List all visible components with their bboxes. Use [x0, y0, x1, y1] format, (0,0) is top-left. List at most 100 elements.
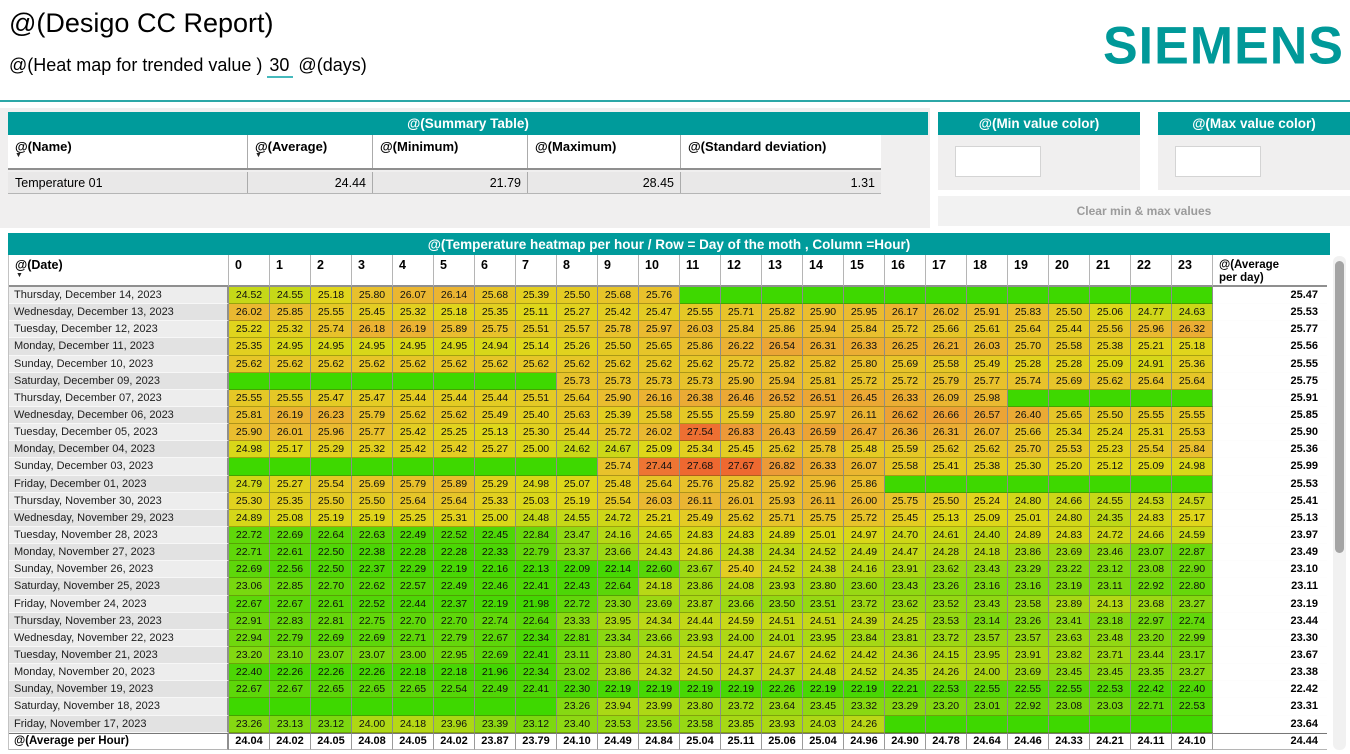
heatmap-cell: 23.85 — [721, 715, 762, 733]
heatmap-cell: 25.74 — [311, 321, 352, 339]
summary-col-average[interactable]: @(Average) ▼ — [248, 135, 373, 168]
heatmap-cell: 22.67 — [270, 681, 311, 699]
heatmap-col-hour-23[interactable]: 23 — [1172, 255, 1213, 287]
vertical-scrollbar-thumb[interactable] — [1335, 261, 1344, 553]
heatmap-col-hour-21[interactable]: 21 — [1090, 255, 1131, 287]
heatmap-cell: 25.69 — [885, 355, 926, 373]
heatmap-cell: 24.55 — [557, 509, 598, 527]
heatmap-cell: 26.47 — [844, 424, 885, 442]
heatmap-col-hour-14[interactable]: 14 — [803, 255, 844, 287]
heatmap-cell: 25.72 — [885, 321, 926, 339]
heatmap-col-hour-19[interactable]: 19 — [1008, 255, 1049, 287]
heatmap-cell: 22.55 — [967, 681, 1008, 699]
heatmap-cell: 25.79 — [926, 372, 967, 390]
summary-col-minimum[interactable]: @(Minimum) — [373, 135, 528, 168]
heatmap-cell: 25.79 — [352, 406, 393, 425]
heatmap-cell: 22.34 — [516, 664, 557, 682]
heatmap-col-hour-22[interactable]: 22 — [1131, 255, 1172, 287]
summary-col-maximum[interactable]: @(Maximum) — [528, 135, 681, 168]
heatmap-col-hour-7[interactable]: 7 — [516, 255, 557, 287]
heatmap-cell: 26.54 — [762, 338, 803, 356]
heatmap-cell: 25.82 — [721, 475, 762, 493]
heatmap-cell: 25.18 — [434, 304, 475, 322]
heatmap-col-hour-20[interactable]: 20 — [1049, 255, 1090, 287]
heatmap-cell: 25.89 — [434, 475, 475, 493]
heatmap-cell: 23.41 — [1049, 612, 1090, 630]
heatmap-cell — [1008, 715, 1049, 733]
days-input[interactable]: 30 — [267, 55, 294, 78]
heatmap-col-hour-8[interactable]: 8 — [557, 255, 598, 287]
heatmap-col-hour-5[interactable]: 5 — [434, 255, 475, 287]
heatmap-cell: 23.16 — [967, 578, 1008, 596]
heatmap-col-hour-9[interactable]: 9 — [598, 255, 639, 287]
clear-min-max-button[interactable]: Clear min & max values — [938, 196, 1350, 226]
heatmap-row-date: Monday, December 11, 2023 — [9, 338, 229, 356]
heatmap-cell — [926, 287, 967, 305]
summary-col-stddev[interactable]: @(Standard deviation) — [681, 135, 881, 168]
heatmap-cell: 25.56 — [1090, 321, 1131, 339]
heatmap-col-date[interactable]: @(Date) ▼ — [9, 255, 229, 287]
heatmap-cell: 22.19 — [721, 681, 762, 699]
heatmap-cell: 24.72 — [1090, 526, 1131, 545]
heatmap-col-hour-2[interactable]: 2 — [311, 255, 352, 287]
heatmap-cell: 22.81 — [557, 629, 598, 647]
heatmap-col-hour-12[interactable]: 12 — [721, 255, 762, 287]
heatmap-cell: 25.68 — [475, 287, 516, 305]
heatmap-cell: 24.55 — [270, 287, 311, 305]
heatmap-cell: 22.49 — [393, 526, 434, 545]
heatmap-cell: 22.37 — [352, 561, 393, 579]
heatmap-col-hour-16[interactable]: 16 — [885, 255, 926, 287]
heatmap-cell — [762, 287, 803, 305]
heatmap-cell: 26.00 — [844, 492, 885, 510]
heatmap-cell: 23.68 — [1131, 595, 1172, 613]
heatmap-cell: 25.51 — [516, 389, 557, 407]
heatmap-col-hour-17[interactable]: 17 — [926, 255, 967, 287]
heatmap-col-hour-13[interactable]: 13 — [762, 255, 803, 287]
heatmap-cell: 24.38 — [721, 544, 762, 562]
heatmap-col-hour-18[interactable]: 18 — [967, 255, 1008, 287]
heatmap-col-hour-11[interactable]: 11 — [680, 255, 721, 287]
heatmap-col-average-per-day[interactable]: @(Average per day) — [1213, 255, 1327, 287]
heatmap-cell — [1049, 389, 1090, 407]
heatmap-cell: 26.02 — [926, 304, 967, 322]
heatmap-cell: 25.66 — [926, 321, 967, 339]
heatmap-cell: 23.93 — [762, 715, 803, 733]
heatmap-cell: 24.66 — [1131, 526, 1172, 545]
heatmap-cell: 24.97 — [844, 526, 885, 545]
heatmap-footer-cell: 24.84 — [639, 732, 680, 750]
heatmap-cell: 25.59 — [721, 406, 762, 425]
heatmap-col-hour-4[interactable]: 4 — [393, 255, 434, 287]
heatmap-col-hour-15[interactable]: 15 — [844, 255, 885, 287]
heatmap-footer-cell: 24.10 — [557, 732, 598, 750]
heatmap-cell: 22.50 — [311, 561, 352, 579]
heatmap-cell: 25.53 — [1049, 441, 1090, 459]
summary-cell-maximum: 28.45 — [528, 172, 681, 193]
heatmap-cell: 22.53 — [926, 681, 967, 699]
heatmap-cell: 24.61 — [926, 526, 967, 545]
heatmap-cell: 24.89 — [1008, 526, 1049, 545]
heatmap-col-hour-0[interactable]: 0 — [229, 255, 270, 287]
heatmap-col-hour-3[interactable]: 3 — [352, 255, 393, 287]
heatmap-cell: 22.71 — [1131, 698, 1172, 716]
heatmap-col-hour-1[interactable]: 1 — [270, 255, 311, 287]
heatmap-cell: 22.40 — [1172, 681, 1213, 699]
heatmap-cell: 23.26 — [229, 715, 270, 733]
heatmap-cell: 23.95 — [967, 646, 1008, 665]
heatmap-cell — [1008, 475, 1049, 493]
heatmap-col-hour-10[interactable]: 10 — [639, 255, 680, 287]
heatmap-cell: 27.68 — [680, 458, 721, 476]
heatmap-col-average-label-line2: per day) — [1219, 272, 1264, 284]
max-color-input[interactable] — [1175, 146, 1261, 177]
vertical-scrollbar[interactable] — [1333, 256, 1346, 750]
heatmap-cell: 22.28 — [434, 544, 475, 562]
heatmap-cell: 23.69 — [1008, 664, 1049, 682]
max-value-color-panel — [1158, 135, 1350, 190]
heatmap-cell: 22.29 — [393, 561, 434, 579]
summary-col-name[interactable]: @(Name) ▼ — [8, 135, 248, 168]
heatmap-row-average: 23.49 — [1213, 544, 1327, 562]
heatmap-row-average: 25.85 — [1213, 406, 1327, 425]
heatmap-cell: 24.48 — [516, 509, 557, 527]
min-color-input[interactable] — [955, 146, 1041, 177]
heatmap-cell: 25.50 — [1049, 304, 1090, 322]
heatmap-col-hour-6[interactable]: 6 — [475, 255, 516, 287]
